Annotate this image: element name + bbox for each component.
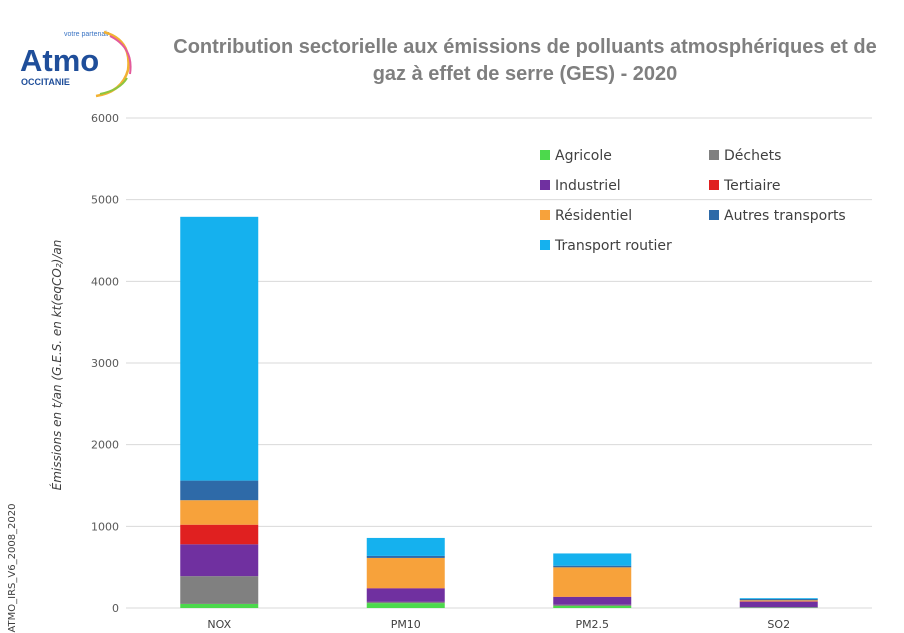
bar-segment-pm25-2 <box>553 604 632 606</box>
x-category-label: PM2.5 <box>575 618 609 631</box>
bar-segment-nox-5 <box>180 500 259 525</box>
chart-title-line-2: gaz à effet de serre (GES) - 2020 <box>373 63 678 85</box>
atmo-logo: Atmo votre partenair OCCITANIE <box>20 30 132 98</box>
legend-label: Tertiaire <box>723 178 780 194</box>
x-category-label: SO2 <box>767 618 790 631</box>
logo-arc-pink-icon <box>109 35 132 75</box>
bar-segment-pm25-7 <box>553 553 632 566</box>
legend-label: Résidentiel <box>555 208 632 224</box>
legend-label: Industriel <box>555 178 621 194</box>
logo-name: Atmo <box>20 43 99 78</box>
legend-swatch <box>709 150 719 160</box>
legend: Agricole Déchets Industriel Tertiaire Réside… <box>540 148 846 254</box>
bar-segment-pm25-6 <box>553 565 632 568</box>
legend-swatch <box>540 210 550 220</box>
logo-arc-yellow-icon <box>95 30 130 98</box>
bar-segment-pm25-3 <box>553 596 632 605</box>
bar-segment-so2-6 <box>739 599 818 601</box>
legend-label: Autres transports <box>724 208 846 224</box>
bar-segment-nox-3 <box>180 544 259 577</box>
bar-segment-pm10-5 <box>366 557 445 589</box>
legend-label: Agricole <box>555 148 612 164</box>
bar-segment-so2-7 <box>739 598 818 600</box>
logo-region: OCCITANIE <box>21 77 70 87</box>
bar-segment-nox-7 <box>180 216 259 481</box>
legend-swatch <box>709 210 719 220</box>
bar-segment-pm10-1 <box>366 603 445 608</box>
bar-segment-so2-3 <box>739 601 818 608</box>
y-tick-label: 6000 <box>91 112 119 125</box>
x-category-label: NOX <box>207 618 231 631</box>
bar-segment-pm25-1 <box>553 605 632 608</box>
y-tick-label: 4000 <box>91 275 119 288</box>
legend-swatch <box>540 180 550 190</box>
stacked-bars <box>180 216 818 608</box>
x-category-labels: NOX PM10 PM2.5 SO2 <box>207 618 790 631</box>
legend-swatch <box>709 180 719 190</box>
bar-segment-nox-4 <box>180 524 259 545</box>
logo-arc-green-icon <box>99 77 128 95</box>
legend-label: Déchets <box>724 148 781 164</box>
bar-segment-pm10-2 <box>366 601 445 604</box>
bar-segment-nox-1 <box>180 603 259 608</box>
y-tick-label: 2000 <box>91 439 119 452</box>
x-category-label: PM10 <box>391 618 421 631</box>
legend-label: Transport routier <box>554 238 672 254</box>
y-axis-label: Émissions en t/an (G.E.S. en kt(eqCO₂)/a… <box>49 240 64 491</box>
y-tick-label: 1000 <box>91 520 119 533</box>
y-tick-label: 5000 <box>91 194 119 207</box>
logo-tagline: votre partenair <box>64 31 110 38</box>
legend-swatch <box>540 240 550 250</box>
chart-title-line-1: Contribution sectorielle aux émissions d… <box>173 36 876 58</box>
bar-segment-nox-6 <box>180 480 259 501</box>
y-tick-label: 3000 <box>91 357 119 370</box>
bar-segment-pm10-7 <box>366 537 445 556</box>
legend-swatch <box>540 150 550 160</box>
bar-segment-pm10-3 <box>366 588 445 602</box>
bar-segment-so2-5 <box>739 600 818 602</box>
side-code: ATMO_IRS_V6_2008_2020 <box>7 503 18 632</box>
y-tick-label: 0 <box>112 602 119 615</box>
bar-segment-pm25-5 <box>553 567 632 597</box>
y-tick-labels: 0 1000 2000 3000 4000 5000 6000 <box>91 112 119 615</box>
bar-segment-nox-2 <box>180 576 259 604</box>
bar-segment-pm10-6 <box>366 555 445 558</box>
